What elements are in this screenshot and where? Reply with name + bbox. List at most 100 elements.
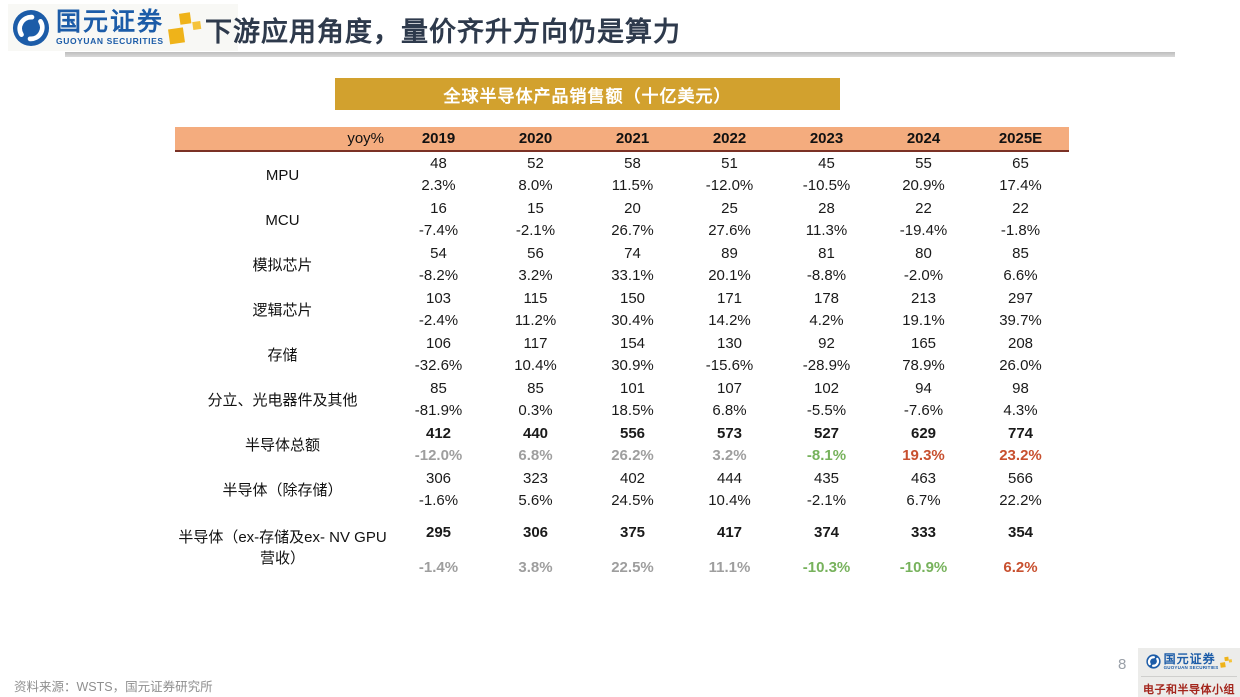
value-cell: 56 — [527, 244, 544, 262]
value-cell: 85 — [1012, 244, 1029, 262]
value-row: MCU 16 15 20 25 28 22 22 — [175, 197, 1069, 230]
value-cell: 374 — [813, 523, 840, 541]
yoy-cell: -19.4% — [899, 222, 948, 239]
value-cell: 45 — [818, 154, 835, 172]
table-title: 全球半导体产品销售额（十亿美元） — [335, 78, 840, 110]
yoy-cell: 0.3% — [518, 402, 553, 419]
value-cell: 295 — [425, 523, 452, 541]
yoy-cell: -10.9% — [899, 558, 948, 576]
yoy-cell: -7.6% — [903, 402, 944, 419]
year-header: 2025E — [972, 127, 1069, 152]
value-cell: 440 — [522, 424, 549, 442]
value-row: 模拟芯片 54 56 74 89 81 80 85 — [175, 242, 1069, 275]
value-cell: 101 — [619, 379, 646, 397]
yoy-cell: 6.8% — [518, 447, 553, 464]
yoy-cell: 10.4% — [514, 357, 557, 374]
year-header: 2020 — [487, 127, 584, 152]
value-cell: 463 — [910, 469, 937, 487]
value-cell: 48 — [430, 154, 447, 172]
value-cell: 74 — [624, 244, 641, 262]
yoy-cell: -12.0% — [705, 177, 754, 194]
yoy-cell: -12.0% — [414, 447, 463, 464]
value-cell: 417 — [716, 523, 743, 541]
value-cell: 178 — [813, 289, 840, 307]
value-cell: 154 — [619, 334, 646, 352]
yoy-cell: -5.5% — [806, 402, 847, 419]
yoy-row: -32.6% 10.4% 30.9% -15.6% -28.9% 78.9% 26.0% — [175, 354, 1069, 377]
team-box: 国元证券 GUOYUAN SECURITIES 电子和半导体小组 — [1138, 648, 1240, 697]
value-cell: 171 — [716, 289, 743, 307]
row-label: 模拟芯片 — [252, 257, 313, 274]
team-box-divider — [1141, 676, 1237, 677]
yoy-cell: 26.7% — [611, 222, 654, 239]
value-cell: 527 — [813, 424, 840, 442]
value-cell: 629 — [910, 424, 937, 442]
yoy-cell: 6.8% — [712, 402, 747, 419]
logo-name-cn: 国元证券 — [56, 7, 165, 36]
footer-logo-pixels-icon — [1220, 655, 1234, 669]
value-cell: 130 — [716, 334, 743, 352]
yoy-cell: -10.3% — [802, 558, 851, 576]
value-cell: 81 — [818, 244, 835, 262]
yoy-row: -2.4% 11.2% 30.4% 14.2% 4.2% 19.1% 39.7% — [175, 309, 1069, 332]
value-cell: 213 — [910, 289, 937, 307]
yoy-cell: -2.0% — [903, 267, 944, 284]
row-label: MPU — [265, 167, 300, 184]
value-cell: 102 — [813, 379, 840, 397]
value-cell: 55 — [915, 154, 932, 172]
yoy-cell: 3.8% — [518, 558, 553, 576]
source-note: 资料来源：WSTS，国元证券研究所 — [14, 680, 213, 694]
value-cell: 28 — [818, 199, 835, 217]
value-row: 半导体（除存储） 306 323 402 444 435 463 566 — [175, 467, 1069, 500]
yoy-cell: 11.5% — [611, 177, 654, 194]
yoy-cell: -8.1% — [806, 447, 847, 464]
page-title: 下游应用角度，量价齐升方向仍是算力 — [205, 17, 681, 47]
yoy-cell: 20.9% — [902, 177, 945, 194]
yoy-cell: 39.7% — [999, 312, 1042, 329]
yoy-cell: 10.4% — [708, 492, 751, 509]
yoy-cell: 4.3% — [1003, 402, 1038, 419]
value-cell: 103 — [425, 289, 452, 307]
yoy-cell: -15.6% — [705, 357, 754, 374]
yoy-cell: 17.4% — [999, 177, 1042, 194]
yoy-cell: 6.7% — [906, 492, 941, 509]
value-row: 逻辑芯片 103 115 150 171 178 213 297 — [175, 287, 1069, 320]
year-header: 2021 — [584, 127, 681, 152]
value-cell: 354 — [1007, 523, 1034, 541]
value-cell: 306 — [522, 523, 549, 541]
yoy-cell: 14.2% — [708, 312, 751, 329]
yoy-cell: -8.2% — [418, 267, 459, 284]
value-cell: 566 — [1007, 469, 1034, 487]
yoy-cell: -8.8% — [806, 267, 847, 284]
value-cell: 333 — [910, 523, 937, 541]
value-cell: 20 — [624, 199, 641, 217]
value-cell: 58 — [624, 154, 641, 172]
table-header-row: yoy% 2019 2020 2021 2022 2023 2024 2025E — [175, 127, 1069, 152]
value-cell: 16 — [430, 199, 447, 217]
yoy-cell: 22.5% — [611, 558, 654, 576]
yoy-row: -81.9% 0.3% 18.5% 6.8% -5.5% -7.6% 4.3% — [175, 399, 1069, 422]
yoy-cell: 19.3% — [902, 447, 945, 464]
yoy-cell: 11.2% — [514, 312, 557, 329]
yoy-row: -12.0% 6.8% 26.2% 3.2% -8.1% 19.3% 23.2% — [175, 444, 1069, 467]
yoy-cell: 20.1% — [708, 267, 751, 284]
yoy-cell: 27.6% — [708, 222, 751, 239]
value-cell: 80 — [915, 244, 932, 262]
value-cell: 323 — [522, 469, 549, 487]
page-number: 8 — [1118, 656, 1127, 673]
yoy-cell: -10.5% — [802, 177, 851, 194]
value-cell: 208 — [1007, 334, 1034, 352]
yoy-cell: -1.8% — [1000, 222, 1041, 239]
row-label: 半导体总额 — [244, 437, 320, 454]
yoy-cell: 24.5% — [611, 492, 654, 509]
yoy-row: -1.4% 3.8% 22.5% 11.1% -10.3% -10.9% 6.2% — [175, 552, 1069, 582]
row-label: 半导体（除存储） — [222, 482, 343, 499]
value-cell: 25 — [721, 199, 738, 217]
semiconductor-sales-table: yoy% 2019 2020 2021 2022 2023 2024 2025E… — [175, 127, 1069, 582]
value-row: 存储 106 117 154 130 92 165 208 — [175, 332, 1069, 365]
yoy-cell: -1.6% — [418, 492, 459, 509]
yoy-cell: -2.4% — [418, 312, 459, 329]
yoy-row: 2.3% 8.0% 11.5% -12.0% -10.5% 20.9% 17.4% — [175, 174, 1069, 197]
value-cell: 52 — [527, 154, 544, 172]
yoy-cell: 3.2% — [712, 447, 747, 464]
